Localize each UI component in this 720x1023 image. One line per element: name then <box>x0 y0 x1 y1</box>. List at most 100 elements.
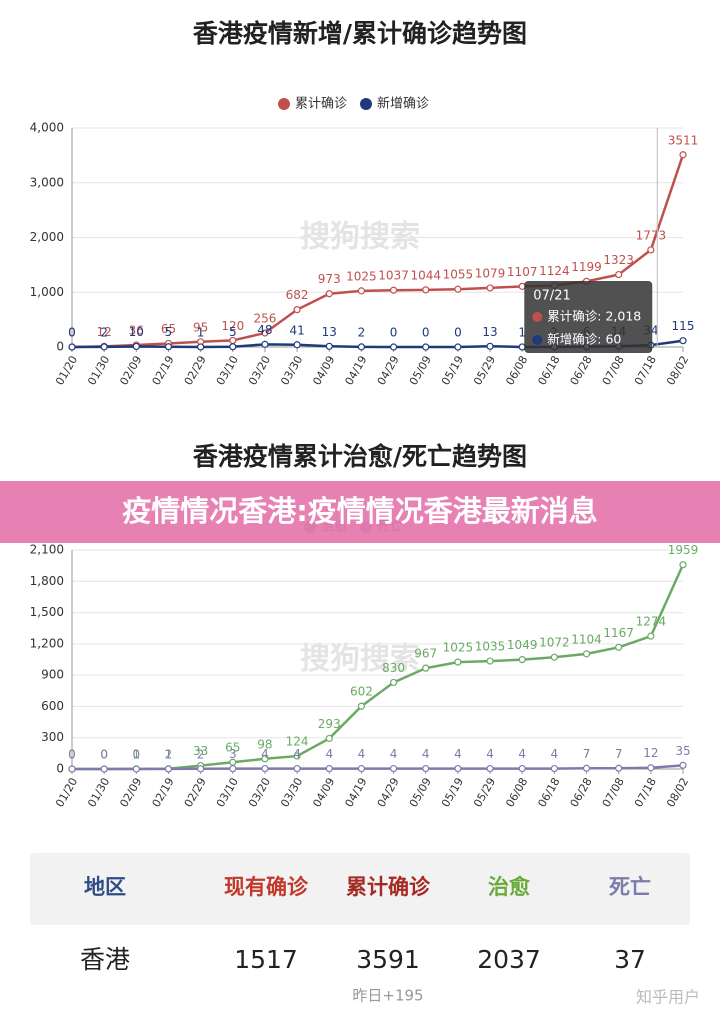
data-point <box>647 764 655 772</box>
data-label: 1 <box>197 325 205 339</box>
data-label: 3 <box>229 747 237 761</box>
data-point <box>293 306 301 314</box>
x-tick-label: 03/30 <box>278 354 305 388</box>
data-point <box>422 286 430 294</box>
data-label: 7 <box>615 747 623 761</box>
tooltip-line: 新增确诊: 60 <box>547 332 621 347</box>
tooltip-box <box>524 281 653 353</box>
data-point <box>679 151 687 159</box>
data-point <box>486 657 494 665</box>
x-tick-label: 05/09 <box>407 776 434 810</box>
x-tick-label: 03/20 <box>246 776 273 810</box>
table-header: 死亡 <box>609 875 651 899</box>
y-tick-label: 1,000 <box>30 285 64 299</box>
data-point <box>615 643 623 651</box>
data-point <box>647 632 655 640</box>
x-tick-label: 04/09 <box>310 354 337 388</box>
data-point <box>615 270 623 279</box>
x-tick-label: 03/10 <box>214 776 241 810</box>
data-label: 41 <box>289 323 304 337</box>
x-tick-label: 04/09 <box>310 776 337 810</box>
x-tick-label: 02/19 <box>150 776 177 810</box>
table-cell: 1517 <box>234 945 298 974</box>
table-header: 现有确诊 <box>224 875 309 899</box>
data-point <box>550 653 558 661</box>
data-label: 1124 <box>539 264 570 278</box>
table-cell: 香港 <box>80 945 130 974</box>
x-tick-label: 01/20 <box>53 354 80 388</box>
legend-label: 新增确诊 <box>377 96 429 112</box>
data-label: 1274 <box>636 615 667 629</box>
data-point <box>454 764 462 773</box>
data-label: 682 <box>286 288 309 302</box>
x-tick-label: 03/30 <box>278 776 305 810</box>
data-label: 65 <box>161 322 176 336</box>
data-point <box>486 764 494 773</box>
data-label: 3511 <box>668 133 699 147</box>
data-label: 1025 <box>443 641 474 655</box>
data-label: 10 <box>129 325 144 339</box>
x-tick-label: 02/29 <box>182 776 209 810</box>
data-label: 0 <box>68 326 76 340</box>
data-label: 1 <box>518 325 526 339</box>
x-tick-label: 02/19 <box>150 354 177 388</box>
data-label: 0 <box>68 748 76 762</box>
data-point <box>679 337 687 345</box>
data-point <box>582 650 591 658</box>
tooltip-line: 累计确诊: 2,018 <box>547 309 641 324</box>
data-point <box>293 752 301 760</box>
data-point <box>229 343 237 351</box>
data-point <box>422 764 430 773</box>
data-label: 48 <box>257 323 272 337</box>
data-label: 1199 <box>571 260 602 274</box>
x-tick-label: 05/09 <box>407 354 434 388</box>
x-tick-label: 04/29 <box>375 776 402 810</box>
x-tick-label: 08/02 <box>664 354 691 388</box>
data-point <box>486 284 494 292</box>
x-tick-label: 04/29 <box>375 354 402 388</box>
data-label: 4 <box>422 747 430 761</box>
data-label: 293 <box>318 717 341 731</box>
series-line <box>72 764 684 771</box>
data-point <box>164 765 173 773</box>
data-label: 4 <box>325 747 333 761</box>
data-point <box>132 765 140 773</box>
x-tick-label: 04/19 <box>343 776 370 810</box>
data-label: 602 <box>350 685 373 699</box>
data-label: 5 <box>229 325 237 339</box>
data-label: 4 <box>390 747 398 761</box>
table-header: 地区 <box>84 875 126 899</box>
data-point <box>261 755 269 763</box>
data-label: 1079 <box>475 266 506 280</box>
data-label: 1044 <box>410 268 441 282</box>
legend-marker <box>278 98 290 110</box>
data-label: 1323 <box>603 253 634 267</box>
x-tick-label: 02/29 <box>182 354 209 388</box>
data-label: 1072 <box>539 636 570 650</box>
table-cell: 37 <box>614 945 646 974</box>
tooltip-marker <box>532 335 543 345</box>
data-label: 124 <box>286 735 309 749</box>
data-point <box>325 764 333 773</box>
data-point <box>454 285 462 293</box>
data-label: 2 <box>197 747 205 761</box>
y-tick-label: 1,500 <box>30 605 64 619</box>
data-label: 115 <box>672 319 695 333</box>
data-label: 256 <box>253 311 276 325</box>
data-label: 4 <box>454 747 462 761</box>
x-tick-label: 07/08 <box>600 776 627 810</box>
data-label: 36 <box>129 324 144 338</box>
x-tick-label: 07/18 <box>632 776 659 810</box>
banner-bg <box>0 481 720 543</box>
data-point <box>325 290 333 298</box>
x-tick-label: 06/28 <box>568 776 595 810</box>
data-label: 2 <box>358 325 366 339</box>
data-point <box>293 764 301 773</box>
y-tick-label: 300 <box>41 730 64 744</box>
data-label: 0 <box>454 326 462 340</box>
data-point <box>389 286 398 294</box>
data-label: 120 <box>221 319 244 333</box>
x-tick-label: 07/18 <box>632 354 659 388</box>
data-point <box>518 764 526 773</box>
data-point <box>197 765 205 773</box>
